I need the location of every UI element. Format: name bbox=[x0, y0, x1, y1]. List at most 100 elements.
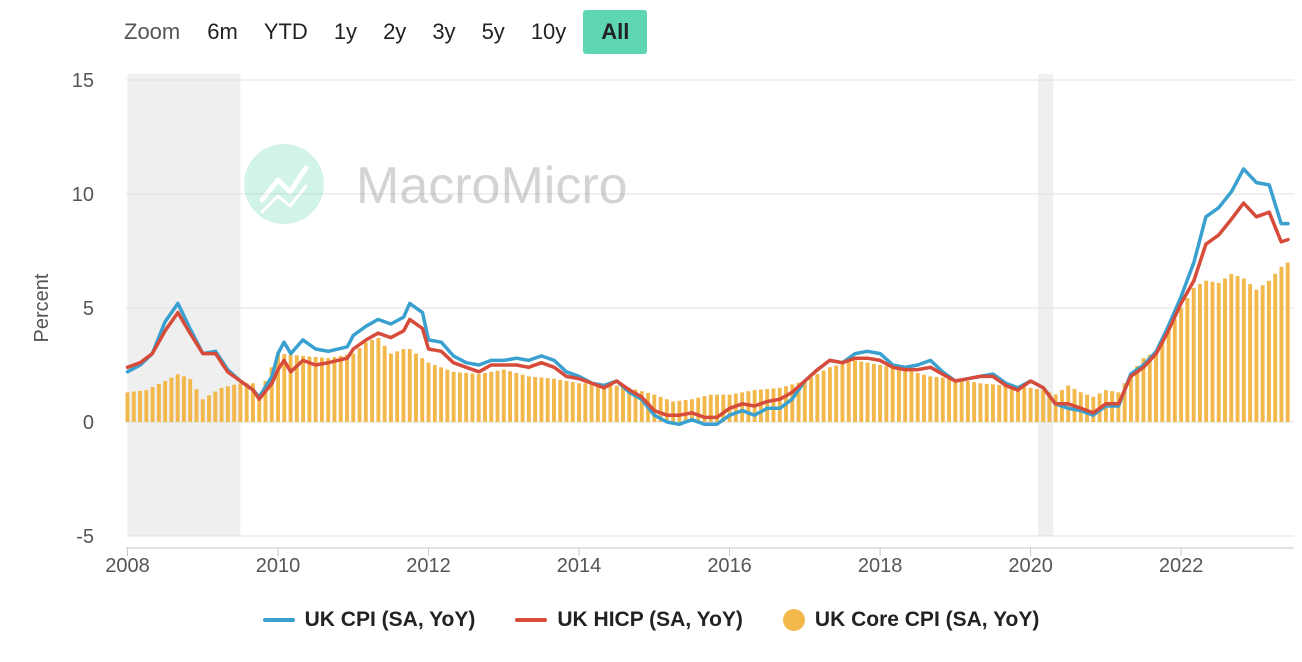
core-cpi-bar bbox=[890, 367, 895, 422]
core-cpi-bar bbox=[1210, 281, 1215, 422]
x-tick-label: 2016 bbox=[707, 555, 752, 577]
core-cpi-bar bbox=[853, 360, 857, 422]
core-cpi-bar bbox=[338, 355, 343, 422]
core-cpi-bar bbox=[1248, 284, 1253, 422]
legend-label-uk-cpi: UK CPI (SA, YoY) bbox=[304, 608, 476, 631]
core-cpi-bar bbox=[614, 385, 619, 422]
core-cpi-bar bbox=[457, 372, 462, 422]
core-cpi-bar bbox=[238, 383, 243, 422]
core-cpi-bar bbox=[702, 396, 707, 422]
core-cpi-bar bbox=[1229, 273, 1234, 422]
watermark: MacroMicro bbox=[244, 144, 628, 224]
zoom-2y-button[interactable]: 2y bbox=[383, 19, 407, 44]
core-cpi-bar bbox=[426, 362, 431, 422]
core-cpi-bar bbox=[821, 370, 826, 422]
core-cpi-bar bbox=[489, 371, 494, 422]
core-cpi-bar bbox=[263, 380, 268, 422]
core-cpi-bar bbox=[758, 389, 763, 422]
core-cpi-bar bbox=[470, 373, 475, 422]
core-cpi-bar bbox=[163, 380, 168, 422]
core-cpi-bar bbox=[257, 394, 262, 422]
core-cpi-bar bbox=[131, 391, 136, 422]
core-cpi-bar bbox=[407, 349, 412, 422]
core-cpi-bar bbox=[909, 371, 914, 422]
core-cpi-bar bbox=[796, 382, 801, 422]
core-cpi-bar bbox=[1053, 394, 1058, 422]
core-cpi-bar bbox=[934, 376, 939, 422]
zoom-all-button[interactable]: All bbox=[583, 10, 648, 54]
core-cpi-bar bbox=[840, 363, 845, 422]
core-cpi-bar bbox=[388, 353, 393, 422]
core-cpi-bar bbox=[188, 379, 193, 422]
core-cpi-bar bbox=[508, 371, 513, 422]
core-cpi-bar bbox=[589, 383, 594, 422]
inflation-chart: MacroMicro 15 10 5 0 -5 2008 2010 2012 2014 2016 2… bbox=[31, 70, 1294, 577]
core-cpi-bar bbox=[1091, 396, 1096, 422]
legend-item-uk-hicp[interactable]: UK HICP (SA, YoY) bbox=[515, 608, 743, 632]
zoom-1y-button[interactable]: 1y bbox=[333, 19, 358, 44]
core-cpi-bar bbox=[514, 373, 519, 422]
core-cpi-bar bbox=[639, 391, 644, 422]
core-cpi-bar bbox=[1179, 308, 1184, 422]
core-cpi-bar bbox=[1197, 284, 1202, 422]
core-cpi-bar bbox=[689, 399, 694, 422]
core-cpi-bar bbox=[357, 348, 362, 422]
y-tick-label: 5 bbox=[83, 298, 94, 320]
core-cpi-bar bbox=[363, 342, 368, 422]
core-cpi-bar bbox=[809, 377, 814, 422]
legend-item-uk-core-cpi[interactable]: UK Core CPI (SA, YoY) bbox=[782, 608, 1039, 632]
y-tick-label: -5 bbox=[76, 526, 94, 548]
macromicro-logo-icon bbox=[244, 144, 324, 224]
core-cpi-bar bbox=[382, 345, 387, 422]
legend-swatch-uk-core-cpi bbox=[782, 609, 805, 631]
core-cpi-bar bbox=[326, 358, 331, 422]
legend-swatch-uk-cpi bbox=[262, 618, 295, 622]
core-cpi-bar bbox=[313, 357, 318, 422]
core-cpi-bar bbox=[1135, 365, 1140, 422]
zoom-5y-button[interactable]: 5y bbox=[481, 19, 505, 44]
core-cpi-bar bbox=[464, 372, 469, 422]
zoom-10y-button[interactable]: 10y bbox=[530, 19, 567, 44]
zoom-3y-button[interactable]: 3y bbox=[432, 19, 456, 44]
core-cpi-bar bbox=[1141, 358, 1146, 422]
core-cpi-bar bbox=[1260, 285, 1265, 422]
y-tick-label: 0 bbox=[83, 412, 94, 434]
core-cpi-bar bbox=[827, 367, 832, 422]
core-cpi-bar bbox=[213, 391, 218, 422]
zoom-6m-button[interactable]: 6m bbox=[207, 19, 238, 44]
core-cpi-bar bbox=[664, 399, 669, 422]
core-cpi-bar bbox=[802, 380, 807, 422]
core-cpi-bar bbox=[1241, 278, 1246, 422]
core-cpi-bar bbox=[1034, 388, 1039, 422]
core-cpi-bar bbox=[200, 399, 205, 422]
legend-label-uk-hicp: UK HICP (SA, YoY) bbox=[557, 608, 743, 631]
series-line bbox=[125, 201, 1290, 420]
recession-band bbox=[127, 74, 241, 536]
watermark-text: MacroMicro bbox=[356, 157, 628, 215]
core-cpi-bar bbox=[1085, 394, 1089, 422]
core-cpi-bar bbox=[232, 384, 237, 422]
x-tick-label: 2022 bbox=[1159, 555, 1204, 577]
core-cpi-bar bbox=[401, 349, 406, 422]
core-cpi-bar bbox=[495, 370, 500, 422]
core-cpi-bar bbox=[1003, 385, 1008, 422]
core-cpi-bar bbox=[859, 361, 864, 422]
core-cpi-bar bbox=[545, 378, 550, 422]
core-cpi-bar bbox=[865, 362, 870, 422]
core-cpi-bar bbox=[627, 387, 632, 422]
core-cpi-bar bbox=[533, 376, 538, 422]
core-cpi-bar bbox=[1160, 341, 1165, 422]
core-cpi-bar bbox=[1172, 319, 1177, 422]
core-cpi-bar bbox=[903, 369, 908, 422]
core-cpi-bar bbox=[1028, 387, 1033, 422]
core-cpi-bar bbox=[871, 363, 876, 422]
core-cpi-bar bbox=[483, 373, 487, 422]
zoom-toolbar: Zoom 6m YTD 1y 2y 3y 5y 10y All bbox=[112, 10, 648, 54]
zoom-ytd-button[interactable]: YTD bbox=[263, 19, 308, 44]
x-tick-label: 2010 bbox=[256, 555, 301, 577]
legend-item-uk-cpi[interactable]: UK CPI (SA, YoY) bbox=[262, 608, 476, 632]
core-cpi-bar bbox=[244, 383, 249, 422]
core-cpi-bar bbox=[771, 388, 776, 422]
core-cpi-bar bbox=[790, 384, 795, 422]
core-cpi-bar bbox=[1041, 390, 1046, 422]
